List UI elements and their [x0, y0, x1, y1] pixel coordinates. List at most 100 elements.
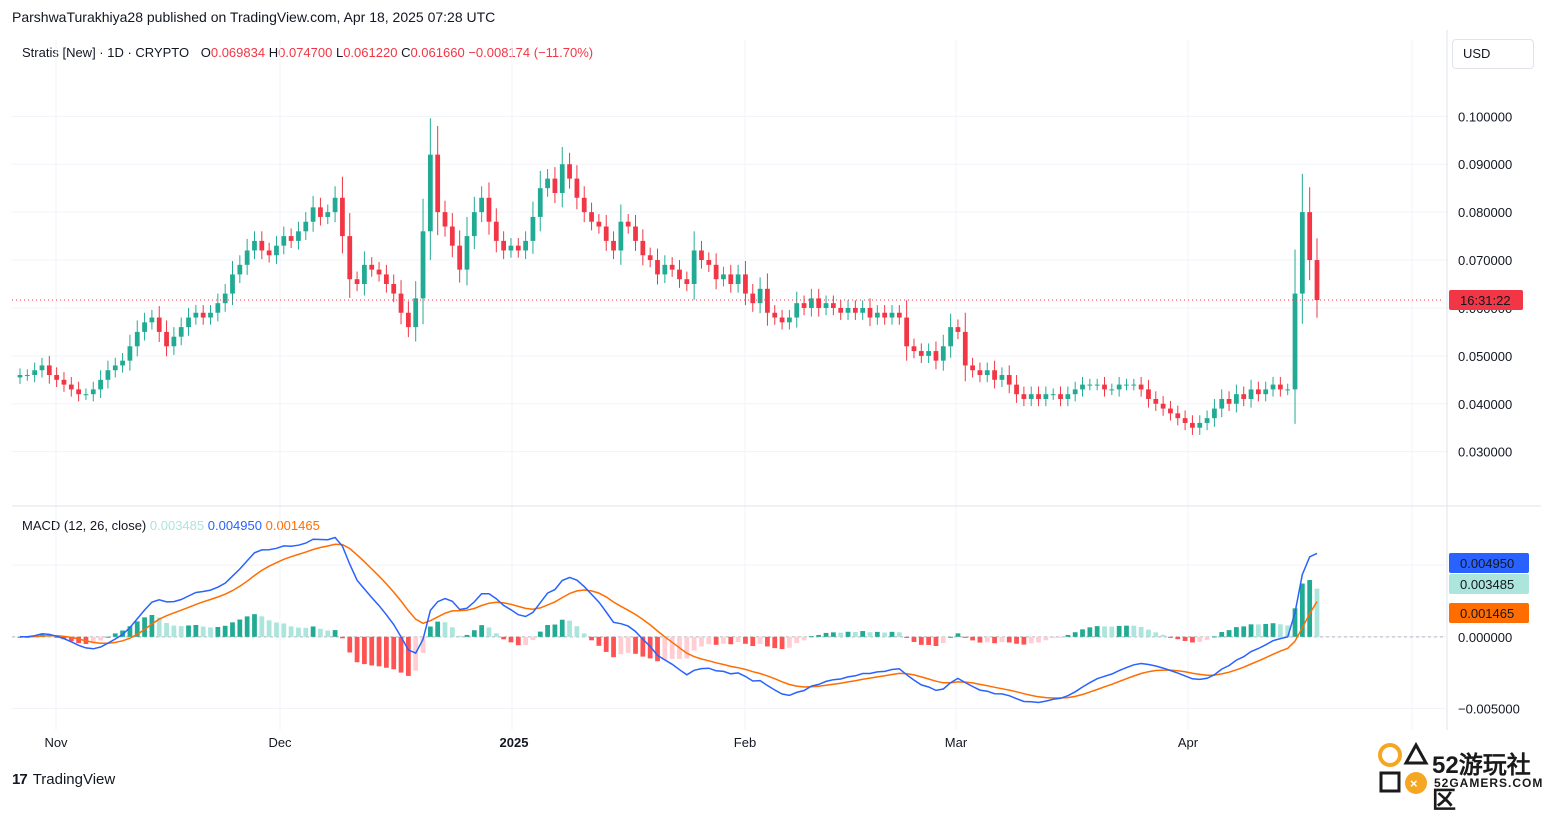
candle-body — [471, 212, 477, 237]
macd-histogram-bar — [574, 626, 580, 637]
time-axis-label: Dec — [268, 735, 292, 750]
candle-body — [376, 269, 382, 275]
macd-histogram-bar — [1190, 636, 1195, 643]
macd-histogram-bar — [325, 630, 331, 637]
macd-histogram-bar — [633, 636, 638, 654]
candle-body — [259, 240, 265, 251]
candle-body — [669, 264, 675, 270]
macd-histogram-bar — [112, 633, 118, 637]
macd-hist-badge-label: 0.003485 — [1460, 577, 1514, 592]
candle-body — [596, 221, 602, 227]
macd-histogram-bar — [215, 627, 221, 637]
candle-body — [230, 274, 235, 294]
candle-body — [90, 389, 96, 395]
candle-body — [112, 365, 118, 371]
candle-body — [1006, 375, 1012, 385]
candle-body — [801, 303, 807, 308]
candle-body — [794, 303, 800, 318]
macd-histogram-bar — [1234, 627, 1239, 637]
candle-body — [332, 197, 338, 213]
candle-body — [1212, 408, 1217, 419]
candle-body — [1175, 413, 1181, 419]
macd-histogram-bar — [1014, 636, 1019, 644]
macd-label[interactable]: MACD (12, 26, close) — [22, 518, 147, 533]
macd-histogram-bar — [984, 636, 990, 643]
candle-body — [574, 178, 580, 198]
symbol-label[interactable]: Stratis [New] · 1D · CRYPTO — [22, 45, 190, 60]
candle-body — [779, 317, 785, 323]
candle-body — [962, 331, 968, 366]
candle-body — [1080, 384, 1085, 390]
candle-body — [523, 240, 528, 251]
candle-body — [1094, 384, 1100, 386]
macd-histogram-bar — [149, 614, 155, 637]
candle-body — [193, 312, 199, 318]
candle-body — [625, 221, 631, 227]
candle-body — [1021, 394, 1027, 399]
macd-histogram-bar — [427, 626, 433, 637]
candle-body — [515, 245, 521, 251]
macd-histogram-bar — [596, 636, 602, 646]
candle-body — [530, 216, 536, 241]
candle-body — [589, 212, 594, 222]
candle-body — [1087, 384, 1093, 386]
candle-body — [413, 298, 419, 328]
svg-text:×: × — [1410, 776, 1418, 791]
macd-histogram-bar — [164, 623, 169, 637]
candle-body — [391, 284, 397, 294]
macd-histogram-bar — [1175, 636, 1181, 640]
candle-body — [384, 274, 389, 284]
macd-histogram-bar — [655, 636, 660, 662]
macd-histogram-bar — [1058, 636, 1063, 638]
macd-histogram-bar — [1292, 608, 1298, 637]
macd-line-value: 0.004950 — [207, 518, 262, 533]
candle-body — [186, 317, 191, 328]
price-axis-tick: 0.080000 — [1458, 205, 1512, 220]
macd-histogram-bar — [1160, 634, 1166, 637]
candle-body — [215, 303, 221, 313]
close-label: C — [401, 45, 411, 60]
candle-body — [970, 365, 975, 371]
tradingview-logo-icon: 17 — [12, 771, 28, 788]
candle-body — [164, 331, 169, 347]
price-axis-tick: 0.100000 — [1458, 109, 1512, 124]
candle-body — [303, 221, 309, 232]
macd-histogram-bar — [1204, 636, 1210, 640]
candle-body — [171, 336, 177, 347]
candle-body — [288, 236, 294, 241]
candle-body — [1131, 384, 1137, 386]
macd-histogram-bar — [647, 636, 653, 659]
macd-histogram-bar — [1212, 636, 1217, 638]
macd-histogram-bar — [867, 632, 873, 637]
candle-body — [105, 370, 111, 380]
candle-body — [1285, 389, 1291, 391]
candle-body — [1146, 389, 1151, 399]
candle-body — [1043, 394, 1049, 399]
candle-body — [76, 389, 82, 395]
currency-button[interactable]: USD — [1452, 39, 1534, 69]
close-value: 0.061660 — [410, 45, 465, 60]
candle-body — [1197, 422, 1203, 428]
candle-body — [1248, 389, 1254, 399]
candle-body — [699, 250, 704, 261]
candle-body — [999, 375, 1005, 380]
candle-body — [479, 197, 485, 213]
macd-histogram-bar — [420, 636, 426, 653]
candle-body — [435, 154, 441, 213]
candle-body — [1255, 389, 1261, 395]
time-axis-label: 2025 — [500, 735, 529, 750]
macd-hist-value: 0.003485 — [149, 518, 205, 533]
watermark-logo-icon: × — [1378, 741, 1429, 794]
candle-body — [296, 231, 301, 241]
candle-body — [61, 379, 67, 385]
macd-histogram-bar — [999, 636, 1005, 643]
tradingview-logo[interactable]: 17 TradingView — [12, 771, 115, 788]
candle-body — [156, 317, 162, 332]
candle-body — [68, 384, 74, 390]
macd-histogram-bar — [1299, 583, 1305, 637]
candle-body — [1270, 384, 1276, 390]
candle-body — [918, 351, 924, 356]
candle-body — [581, 197, 587, 213]
macd-histogram-bar — [1314, 588, 1320, 637]
